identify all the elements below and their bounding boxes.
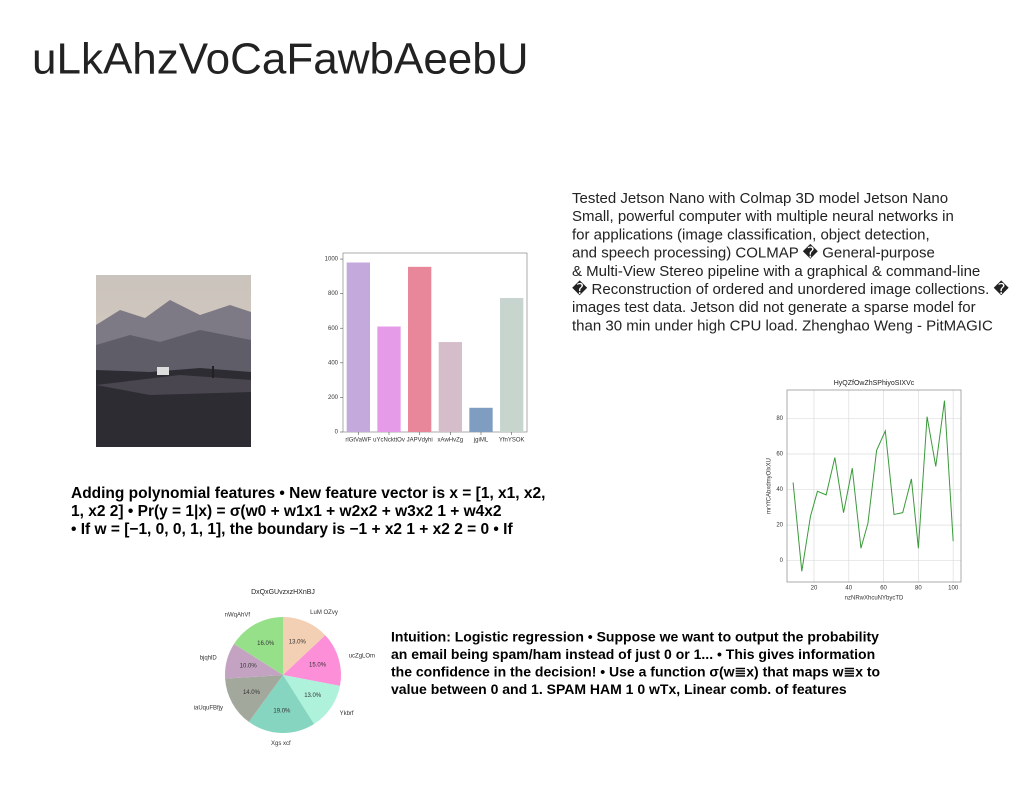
x-tick-label: uYcNckttOv — [373, 438, 405, 444]
y-tick-label: 0 — [335, 430, 339, 436]
bar — [438, 342, 462, 432]
x-tick-label: xAwHvZg — [438, 438, 464, 444]
pie-value-label: 13.0% — [289, 640, 307, 646]
paragraph-line: images test data. Jetson did not generat… — [572, 299, 976, 316]
chart-title: HyQZfOwZhSPhiyoSIXVc — [834, 380, 915, 387]
pie-label: ucZgLOm — [349, 653, 375, 659]
pie-label: Ykbrf — [340, 711, 354, 717]
y-tick-label: 200 — [328, 395, 339, 401]
paragraph-line: Small, powerful computer with multiple n… — [572, 208, 954, 225]
pie-label: LuM OZvy — [310, 610, 338, 616]
pie-label: iaUquFBfjy — [194, 706, 223, 712]
bar — [469, 407, 493, 432]
paragraph-line: • If w = [−1, 0, 0, 1, 1], the boundary … — [71, 521, 513, 538]
x-tick-label: 20 — [811, 586, 818, 592]
y-tick-label: 800 — [328, 291, 339, 297]
plot-frame — [342, 252, 528, 433]
bar — [408, 266, 432, 432]
chart-title: DxQxGUvzxzHXnBJ — [251, 589, 315, 596]
pie-value-label: 13.0% — [304, 693, 322, 699]
pie-wedge — [225, 643, 283, 679]
pie-value-label: 14.0% — [243, 690, 261, 696]
bar — [377, 326, 401, 432]
paragraph-line: & Multi-View Stereo pipeline with a grap… — [572, 263, 980, 280]
pie-wedge — [248, 675, 315, 733]
paragraph-line: � Reconstruction of ordered and unordere… — [572, 280, 1009, 298]
x-tick-label: 80 — [915, 586, 922, 592]
y-axis-label: mrYfCAbxdmyOlxXU — [767, 458, 773, 514]
pie-wedge — [234, 617, 283, 675]
x-tick-label: 60 — [880, 586, 887, 592]
pie-value-label: 19.0% — [273, 709, 291, 715]
y-tick-label: 0 — [780, 558, 784, 564]
x-axis-label: nzNRwXhcuNYbycTD — [845, 596, 904, 602]
pie-wedge — [225, 675, 283, 722]
line-series — [792, 400, 954, 572]
paragraph-line: and speech processing) COLMAP � General-… — [572, 244, 935, 262]
plot-frame — [786, 389, 962, 583]
pie-label: bjqhlD — [200, 656, 218, 662]
bar — [500, 297, 524, 432]
pie-wedge — [283, 635, 341, 686]
paragraph-line: value between 0 and 1. SPAM HAM 1 0 wTx,… — [391, 681, 847, 697]
y-tick-label: 1000 — [325, 257, 339, 263]
paragraph-line: the confidence in the decision! • Use a … — [391, 664, 880, 680]
paragraph-line: an email being spam/ham instead of just … — [391, 646, 875, 662]
x-tick-label: rlGtVaWF — [345, 438, 371, 444]
y-tick-label: 600 — [328, 326, 339, 332]
x-tick-label: jgiML — [473, 438, 489, 444]
x-tick-label: 40 — [845, 586, 852, 592]
pie-wedge — [283, 617, 326, 675]
photo — [96, 275, 251, 447]
paragraph-line: Intuition: Logistic regression • Suppose… — [391, 629, 879, 645]
pie-wedge — [283, 675, 340, 724]
bar — [346, 262, 370, 432]
paragraph-line: Adding polynomial features • New feature… — [71, 485, 545, 502]
y-tick-label: 20 — [776, 523, 783, 529]
y-tick-label: 80 — [776, 416, 783, 422]
paragraph-line: Tested Jetson Nano with Colmap 3D model … — [572, 190, 948, 207]
x-tick-label: JAPVdyhi — [407, 438, 433, 444]
pie-label: nWqAhVf — [225, 613, 251, 619]
pie-value-label: 15.0% — [309, 663, 327, 669]
paragraph-line: than 30 min under high CPU load. Zhengha… — [572, 317, 993, 334]
pie-label: Xgs xcf — [271, 741, 291, 747]
y-tick-label: 400 — [328, 360, 339, 366]
paragraph-line: 1, x2 2] • Pr(y = 1|x) = σ(w0 + w1x1 + w… — [71, 503, 502, 520]
y-tick-label: 40 — [776, 487, 783, 493]
pie-value-label: 16.0% — [257, 641, 275, 647]
slide-title: uLkAhzVoCaFawbAeebU — [32, 35, 529, 84]
pie-value-label: 10.0% — [240, 664, 258, 670]
x-tick-label: 100 — [948, 586, 959, 592]
x-tick-label: YfnYSOK — [499, 438, 525, 444]
paragraph-line: for applications (image classification, … — [572, 226, 930, 243]
y-tick-label: 60 — [776, 452, 783, 458]
